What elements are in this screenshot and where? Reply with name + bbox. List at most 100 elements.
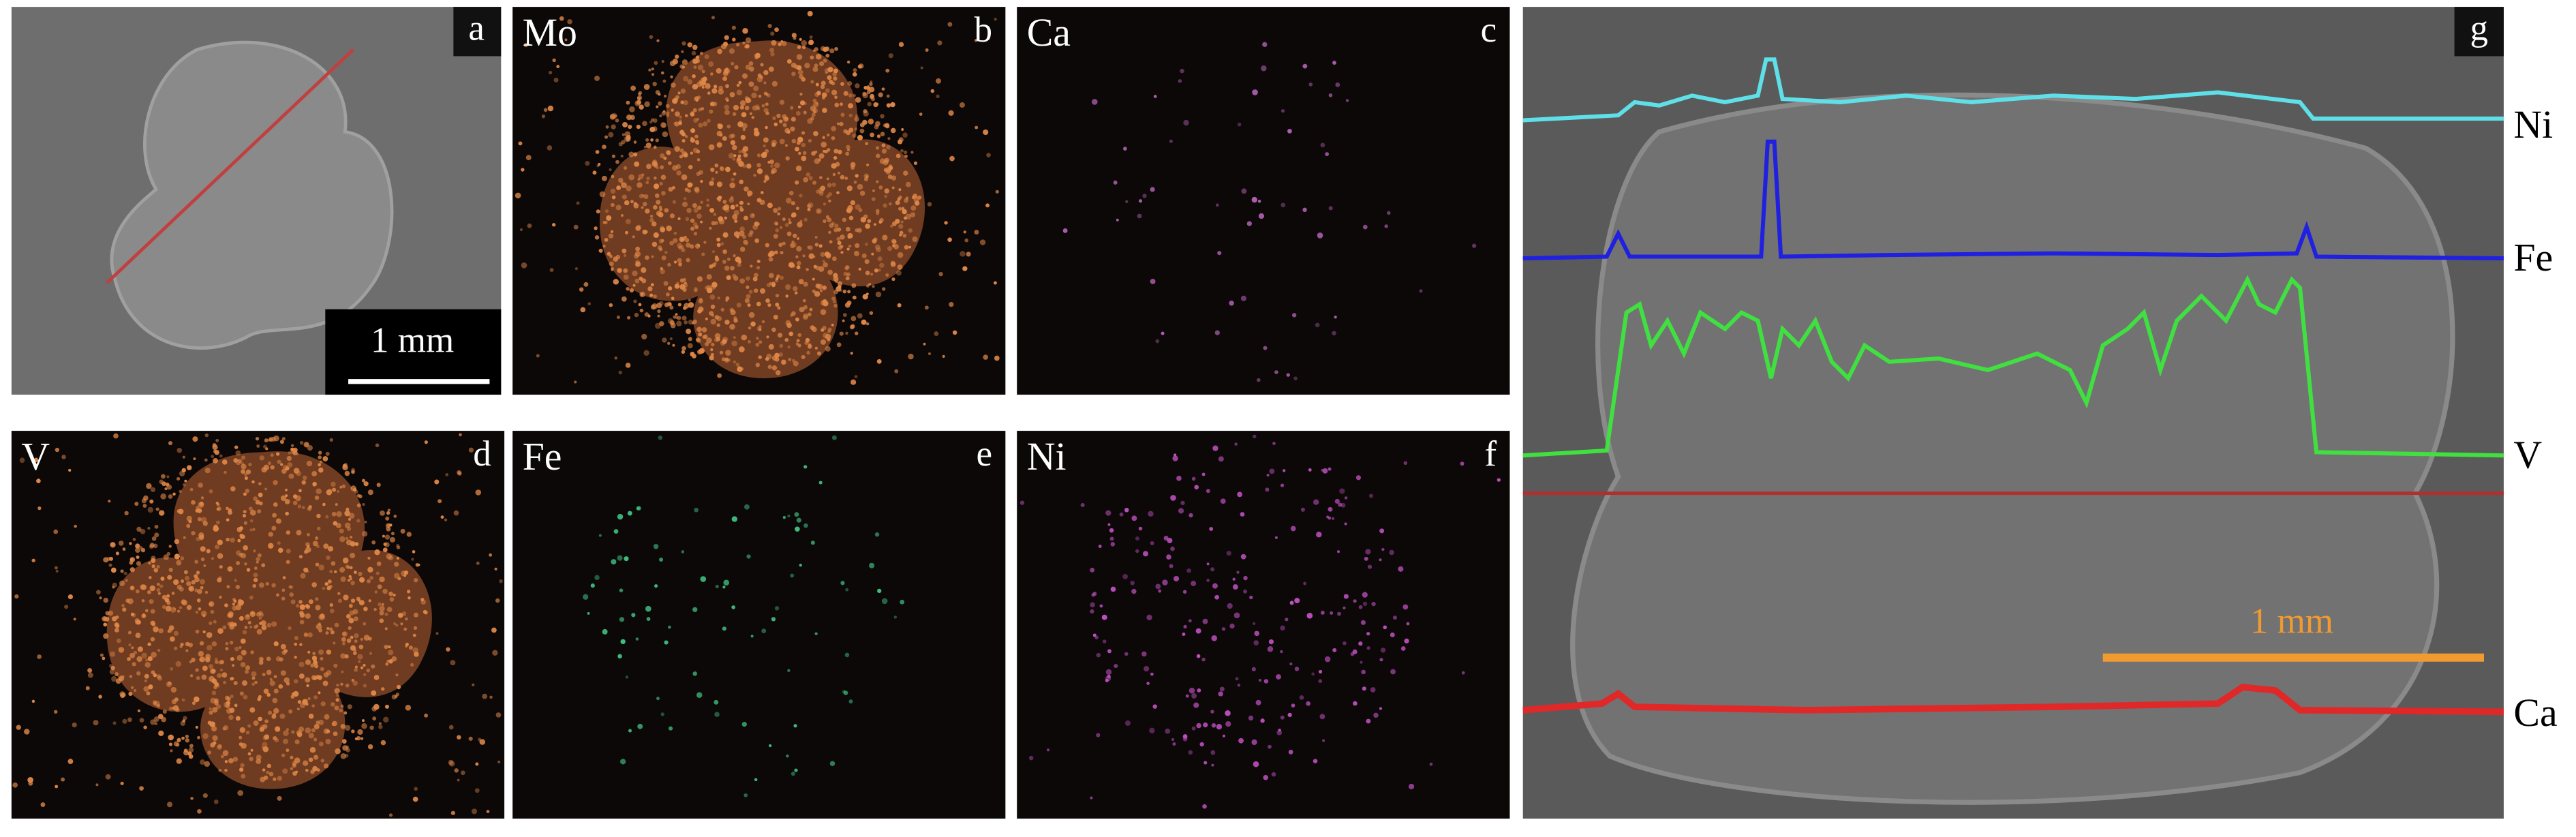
map-dot xyxy=(1201,472,1206,476)
map-dot xyxy=(754,238,759,243)
map-dot xyxy=(158,628,164,634)
map-dot xyxy=(690,112,695,117)
map-dot xyxy=(807,344,812,349)
map-dot xyxy=(812,289,816,294)
map-dot xyxy=(718,218,725,225)
map-dot xyxy=(121,604,125,607)
map-dot xyxy=(689,244,694,249)
map-dot xyxy=(525,155,532,161)
map-dot xyxy=(733,336,736,339)
map-dot xyxy=(316,513,321,519)
map-dot xyxy=(217,628,224,634)
map-dot xyxy=(1306,612,1313,619)
map-dot xyxy=(855,243,860,248)
map-dot xyxy=(820,309,827,316)
map-dot xyxy=(679,148,684,153)
map-dot xyxy=(270,453,274,457)
map-dot xyxy=(326,626,330,630)
map-dot xyxy=(196,676,200,680)
map-dot xyxy=(664,302,669,307)
map-dot xyxy=(709,311,714,316)
map-dot xyxy=(821,141,827,148)
map-dot xyxy=(753,174,756,177)
map-dot xyxy=(853,72,857,77)
map-dot xyxy=(714,221,718,225)
map-dot xyxy=(216,507,220,511)
map-dot xyxy=(777,212,780,216)
map-dot xyxy=(379,605,385,612)
map-dot xyxy=(853,93,857,97)
map-dot xyxy=(1288,750,1293,755)
map-dot xyxy=(297,504,302,508)
map-dot xyxy=(536,354,540,358)
map-dot xyxy=(644,230,648,234)
map-dot xyxy=(124,511,129,515)
map-dot xyxy=(692,222,698,227)
map-dot xyxy=(876,211,880,215)
map-dot xyxy=(607,252,611,256)
map-dot xyxy=(1148,511,1154,517)
map-dot xyxy=(667,262,671,267)
map-dot xyxy=(1232,577,1236,581)
map-dot xyxy=(1218,456,1224,462)
map-dot xyxy=(964,267,968,271)
map-dot xyxy=(314,664,319,669)
map-dot xyxy=(803,313,809,319)
map-dot xyxy=(663,281,669,286)
map-dot xyxy=(898,207,902,211)
map-dot xyxy=(797,222,803,228)
map-dot xyxy=(300,606,305,611)
map-dot xyxy=(329,603,333,607)
map-dot xyxy=(273,777,277,781)
map-dot xyxy=(765,125,768,130)
map-dot xyxy=(681,316,687,321)
map-dot xyxy=(807,207,811,211)
map-dot xyxy=(880,132,885,136)
map-dot xyxy=(303,760,309,766)
map-dot xyxy=(448,759,454,765)
map-dot xyxy=(396,545,401,549)
map-dot xyxy=(109,669,115,675)
map-dot xyxy=(751,92,757,99)
map-dot xyxy=(854,251,859,256)
map-dot xyxy=(725,299,729,302)
map-dot xyxy=(269,678,273,681)
map-dot xyxy=(756,301,761,307)
map-dot xyxy=(630,200,634,204)
map-dot xyxy=(758,94,762,98)
map-dot xyxy=(831,125,837,132)
map-dot xyxy=(129,567,135,573)
map-dot xyxy=(823,219,827,224)
map-dot xyxy=(656,200,661,205)
map-dot xyxy=(494,567,497,570)
map-dot xyxy=(1497,478,1501,482)
map-dot xyxy=(153,673,157,678)
map-dot xyxy=(656,39,660,42)
map-dot xyxy=(322,587,325,590)
map-dot xyxy=(653,232,659,239)
map-dot xyxy=(55,785,59,789)
map-dot xyxy=(799,138,803,142)
map-dot xyxy=(266,770,270,774)
map-dot xyxy=(843,690,848,695)
map-dot xyxy=(778,207,782,211)
map-dot xyxy=(677,303,681,307)
map-dot xyxy=(141,599,145,603)
map-dot xyxy=(129,585,135,591)
map-dot xyxy=(1360,660,1363,664)
map-dot xyxy=(273,502,278,507)
map-dot xyxy=(165,605,172,612)
map-dot xyxy=(316,768,320,772)
map-dot xyxy=(359,577,365,583)
map-dot xyxy=(288,626,292,630)
map-dot xyxy=(186,581,191,586)
map-dot xyxy=(281,588,286,592)
map-dot xyxy=(822,136,825,139)
map-dot xyxy=(769,281,772,285)
map-dot xyxy=(857,313,863,319)
map-dot xyxy=(767,202,773,209)
map-dot xyxy=(275,518,281,524)
map-dot xyxy=(594,226,598,230)
map-dot xyxy=(265,447,269,451)
map-dot xyxy=(1383,625,1387,630)
